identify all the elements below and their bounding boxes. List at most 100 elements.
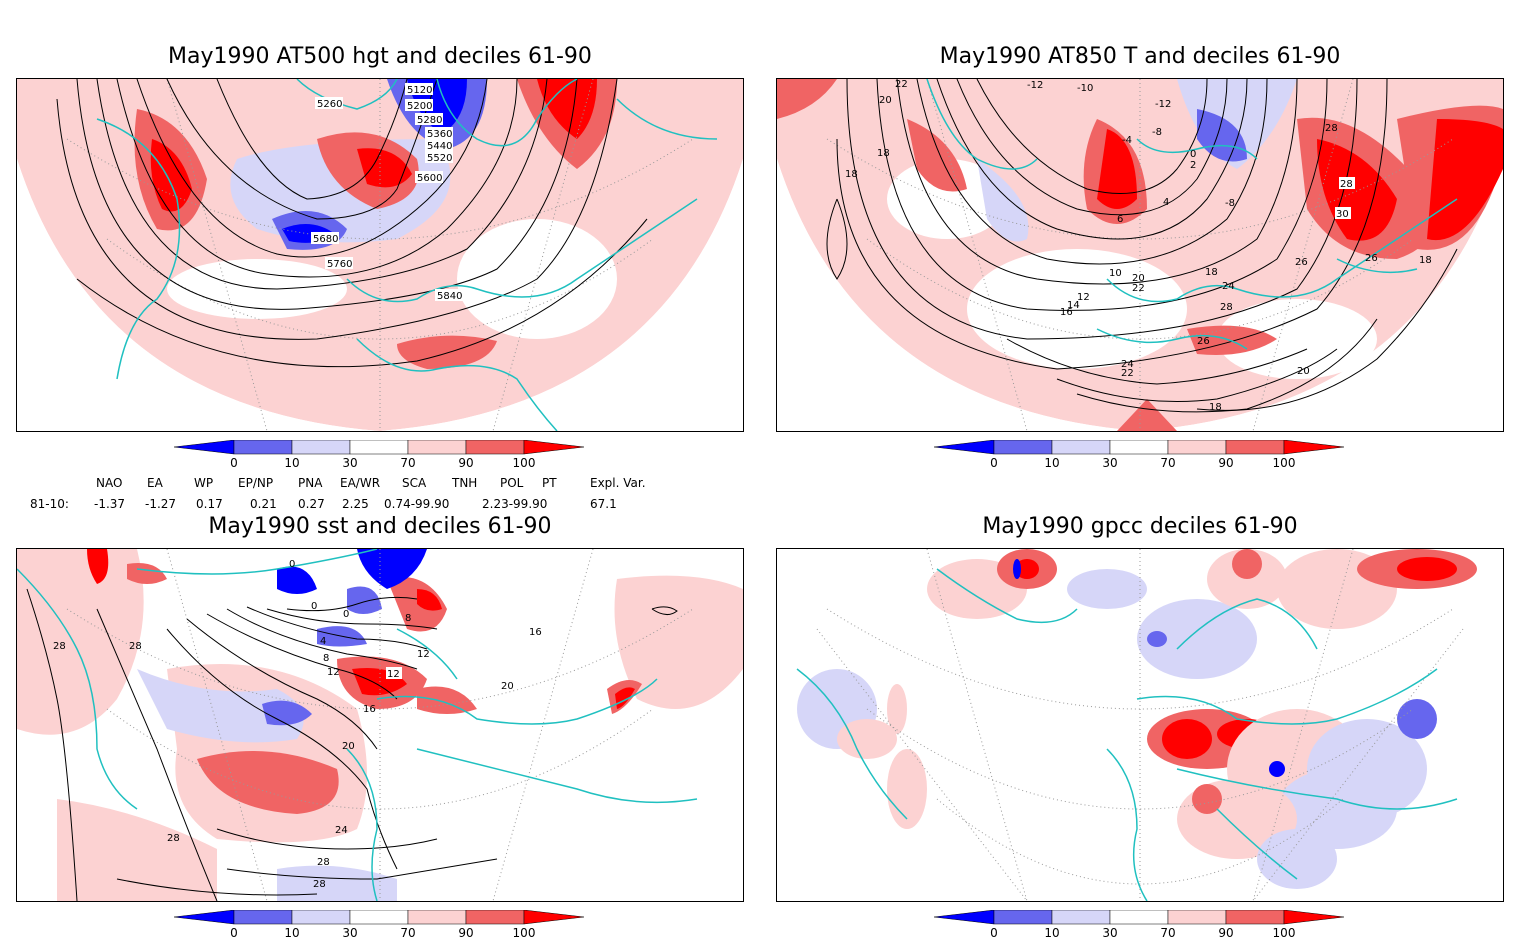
contour-label: 0	[343, 609, 349, 620]
colorbar-tick: 10	[284, 456, 299, 468]
anomaly-blue-2	[357, 549, 427, 589]
index-header: POL	[500, 476, 524, 490]
index-value: 2.25	[342, 497, 369, 511]
contour-label: 8	[405, 613, 411, 624]
contour-label: 8	[323, 653, 329, 664]
colorbar-top-left: 0 10 30 70 90 100	[173, 439, 588, 470]
index-value: 0.27	[298, 497, 325, 511]
map-panel-at850: 22 20 18 18 -12 -10 -12 -8 -4 0 2 4 6 -8…	[776, 78, 1504, 432]
index-value: 0.17	[196, 497, 223, 511]
index-header: PNA	[298, 476, 323, 490]
coastlines	[926, 79, 1458, 350]
contour-label: 12	[327, 667, 340, 678]
contour-label: 20	[501, 681, 514, 692]
anomaly-red-4	[1097, 129, 1137, 209]
anomaly-red-3	[127, 563, 167, 584]
contour-label: 0	[1190, 149, 1196, 160]
contour-label: 18	[1209, 402, 1222, 413]
colorbar-tick: 30	[1102, 456, 1117, 468]
index-value: 0.21	[250, 497, 277, 511]
anomaly-blue-light-2	[277, 865, 397, 901]
anomaly-red-7	[397, 335, 497, 369]
anomaly-red-light-4	[57, 799, 217, 901]
contour-label: 5360	[427, 129, 452, 140]
index-header: EA	[147, 476, 163, 490]
colorbar-tick: 70	[400, 456, 415, 468]
index-header: PT	[542, 476, 557, 490]
colorbar-tick: 0	[230, 926, 238, 938]
precip-patches	[797, 549, 1477, 889]
contour-label: -12	[1155, 99, 1171, 110]
anomaly-red-4	[357, 148, 412, 188]
colorbar-tick: 0	[990, 926, 998, 938]
contour-label: 5680	[313, 234, 338, 245]
index-row-label: 81-10:	[30, 497, 69, 511]
anomaly-red-6	[387, 577, 447, 632]
contour-label: 28	[317, 857, 330, 868]
anomaly-white-2	[167, 259, 347, 319]
anomaly-blue-1	[262, 700, 312, 726]
contour-label: 28	[167, 833, 180, 844]
contour-label: 30	[1336, 209, 1349, 220]
contour-label: 16	[1060, 307, 1073, 318]
contour-label: 12	[387, 669, 400, 680]
contour-label: 5840	[437, 291, 462, 302]
graticule	[826, 79, 1454, 431]
contour-label: 18	[877, 148, 890, 159]
contour-label: 18	[1419, 255, 1432, 266]
index-value: -1.37	[94, 497, 126, 511]
contour-label: 22	[895, 79, 908, 90]
map-panel-at500: 5120 5200 5260 5280 5360 5440 5520 5600 …	[16, 78, 744, 432]
index-value: 67.1	[590, 497, 617, 511]
contour-label: 18	[1205, 267, 1218, 278]
contour-label: 26	[1197, 336, 1210, 347]
contour-label: -8	[1152, 127, 1162, 138]
anomaly-blue-3	[1197, 109, 1247, 162]
contour-label: 20	[342, 741, 355, 752]
contour-label: 14	[1067, 300, 1080, 311]
contour-label: 5120	[407, 85, 432, 96]
anomaly-white-1	[887, 159, 1007, 239]
colorbar-tick: 10	[1044, 926, 1059, 938]
contour-label: 16	[529, 627, 542, 638]
contour-label: 16	[363, 704, 376, 715]
colorbar-bottom-left: 0 10 30 70 90 100	[173, 909, 588, 940]
contour-labels: 28 28 0 0 0 4 8 8 12 12 12 16 20 24 28 2…	[53, 559, 542, 890]
contour-label: 28	[313, 879, 326, 890]
anomaly-blue-5	[347, 586, 382, 614]
contour-label: 20	[1297, 366, 1310, 377]
anomaly-red-8	[417, 686, 477, 714]
contour-labels: 22 20 18 18 -12 -10 -12 -8 -4 0 2 4 6 -8…	[845, 79, 1432, 413]
contour-label: 24	[1222, 281, 1235, 292]
colorbar-tick: 30	[342, 456, 357, 468]
map-panel-sst: 28 28 0 0 0 4 8 8 12 12 12 16 20 24 28 2…	[16, 548, 744, 902]
contour-label: 2	[1190, 160, 1196, 171]
contour-label: 22	[1132, 283, 1145, 294]
contour-label: 4	[320, 636, 326, 647]
colorbar-tick: 0	[990, 456, 998, 468]
colorbar-tick: 90	[1218, 456, 1233, 468]
map-corner-right	[1140, 159, 1503, 431]
map-panel-gpcc	[776, 548, 1504, 902]
index-header: NAO	[96, 476, 123, 490]
contour-label: 24	[1121, 359, 1134, 370]
anomaly-red-6	[537, 79, 597, 139]
contour-label: -8	[1225, 198, 1235, 209]
index-header: EP/NP	[238, 476, 274, 490]
contour-label: 5760	[327, 259, 352, 270]
panel-title-gpcc: May1990 gpcc deciles 61-90	[982, 514, 1298, 539]
map-corner-left	[777, 159, 1140, 431]
contour-labels: 5120 5200 5260 5280 5360 5440 5520 5600 …	[311, 83, 463, 302]
contour-label: 0	[289, 559, 295, 570]
coastlines	[96, 79, 718, 431]
anomaly-red-10	[615, 687, 635, 709]
anomaly-red-2	[907, 119, 967, 192]
coastlines	[796, 568, 1458, 901]
index-value: 2.23-99.90	[482, 497, 548, 511]
colorbar-tick: 100	[1273, 926, 1296, 938]
contour-label: 28	[1340, 179, 1353, 190]
contours	[826, 79, 1458, 413]
index-value: 0.74-99.90	[384, 497, 450, 511]
anomaly-red-10	[1117, 399, 1177, 431]
colorbar-tick: 10	[284, 926, 299, 938]
